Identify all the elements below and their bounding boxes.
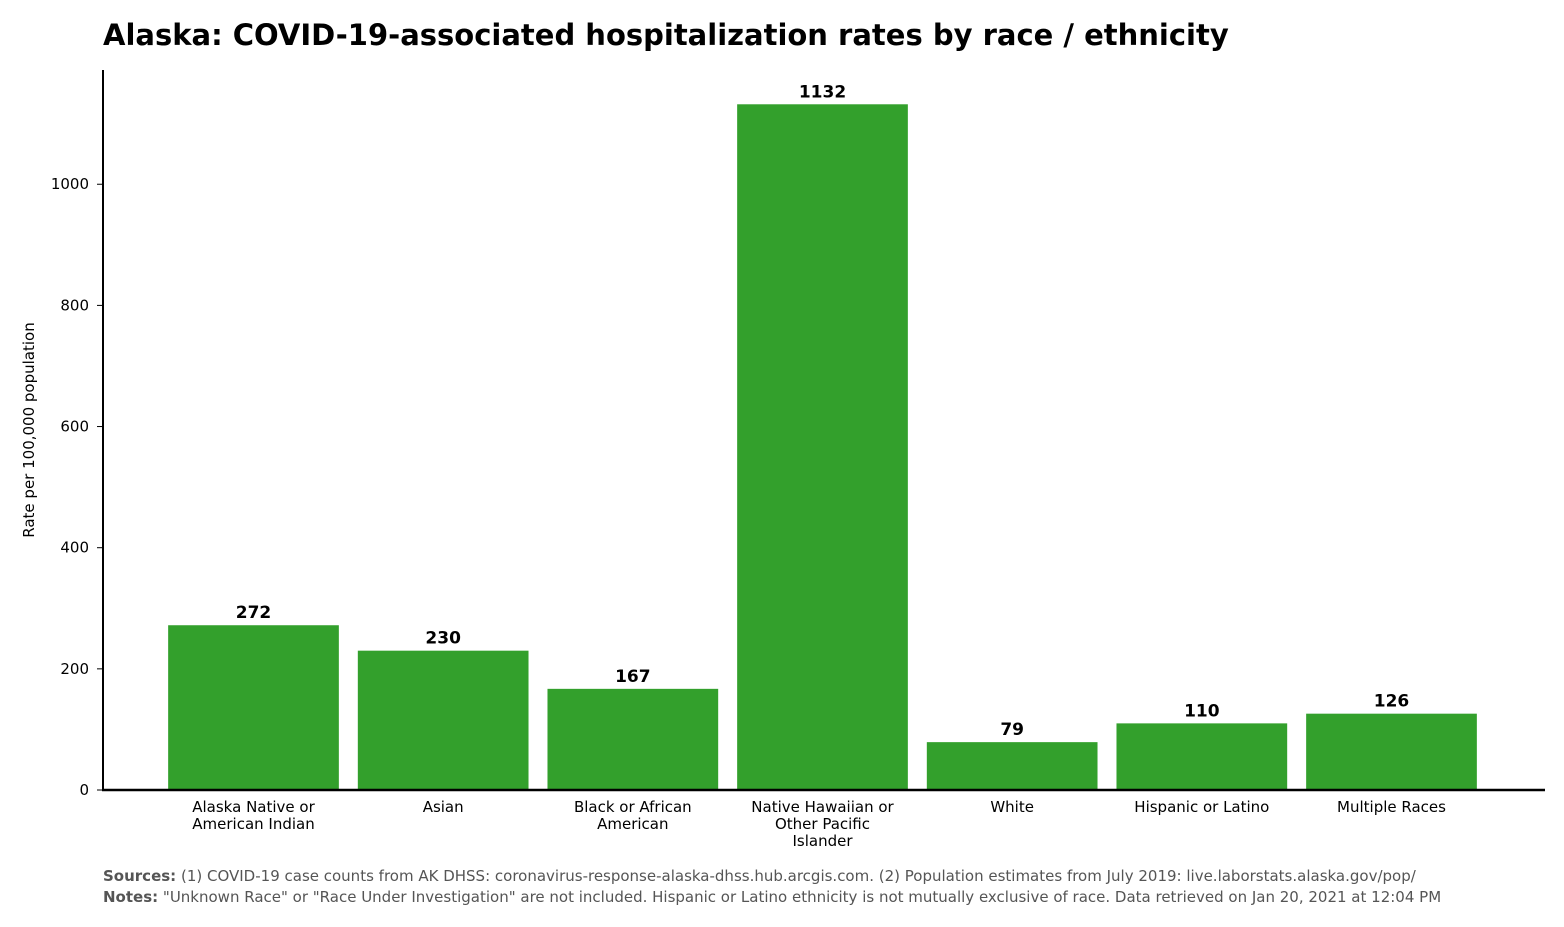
x-tick-label: White (990, 798, 1034, 816)
x-tick-label-line: Islander (792, 832, 853, 850)
bar (1306, 713, 1477, 790)
bar-value-label: 272 (236, 603, 272, 623)
bars (168, 104, 1477, 791)
bar (357, 650, 529, 790)
x-tick-label-line: Alaska Native or (192, 798, 315, 816)
sources-note: Sources: (1) COVID-19 case counts from A… (103, 866, 1441, 887)
x-tick-label-line: American (597, 815, 668, 833)
x-tick-label: Multiple Races (1337, 798, 1446, 816)
bar (737, 104, 908, 791)
x-tick-label-line: American Indian (192, 815, 314, 833)
y-tick-label: 800 (60, 296, 89, 314)
x-tick-label-line: Native Hawaiian or (751, 798, 894, 816)
notes-lead: Notes: (103, 888, 159, 906)
bar-value-label: 230 (425, 629, 461, 649)
bar-value-label: 1132 (799, 82, 846, 102)
sources-text: (1) COVID-19 case counts from AK DHSS: c… (180, 867, 1416, 885)
y-tick-label: 600 (60, 418, 89, 436)
notes-note: Notes: "Unknown Race" or "Race Under Inv… (103, 887, 1441, 908)
x-tick-label: Hispanic or Latino (1134, 798, 1269, 816)
x-tick-label: Asian (423, 798, 464, 816)
value-labels: 272 230 167 1132 79 110 126 (236, 82, 1410, 740)
y-tick-label: 400 (60, 539, 89, 557)
bar-value-label: 110 (1184, 701, 1220, 721)
x-tick-label-line: Other Pacific (775, 815, 870, 833)
x-tick-label-line: Multiple Races (1337, 798, 1446, 816)
x-tick-label-line: Black or African (574, 798, 692, 816)
x-tick-label-line: Hispanic or Latino (1134, 798, 1269, 816)
notes-text: "Unknown Race" or "Race Under Investigat… (162, 888, 1442, 906)
bar (926, 742, 1098, 790)
x-tick-label: Black or African American (574, 798, 692, 833)
chart-title: Alaska: COVID-19-associated hospitalizat… (103, 18, 1229, 52)
sources-lead: Sources: (103, 867, 177, 885)
y-axis-label: Rate per 100,000 population (20, 322, 38, 537)
bar (1116, 723, 1288, 790)
bar-value-label: 167 (615, 667, 651, 687)
y-ticks: 0 200 400 600 800 1000 (51, 175, 103, 799)
chart-footer: Sources: (1) COVID-19 case counts from A… (103, 866, 1441, 908)
y-tick-label: 1000 (51, 175, 89, 193)
bar-value-label: 79 (1000, 720, 1024, 740)
x-tick-label-line: White (990, 798, 1034, 816)
x-tick-label: Native Hawaiian or Other Pacific Islander (751, 798, 894, 850)
bar (168, 625, 339, 790)
y-tick-label: 200 (60, 660, 89, 678)
x-tick-label: Alaska Native or American Indian (192, 798, 315, 833)
x-tick-labels: Alaska Native or American Indian Asian Blac… (192, 798, 1446, 850)
bar-value-label: 126 (1374, 692, 1410, 712)
bar (547, 688, 719, 790)
x-tick-label-line: Asian (423, 798, 464, 816)
y-tick-label: 0 (79, 781, 89, 799)
